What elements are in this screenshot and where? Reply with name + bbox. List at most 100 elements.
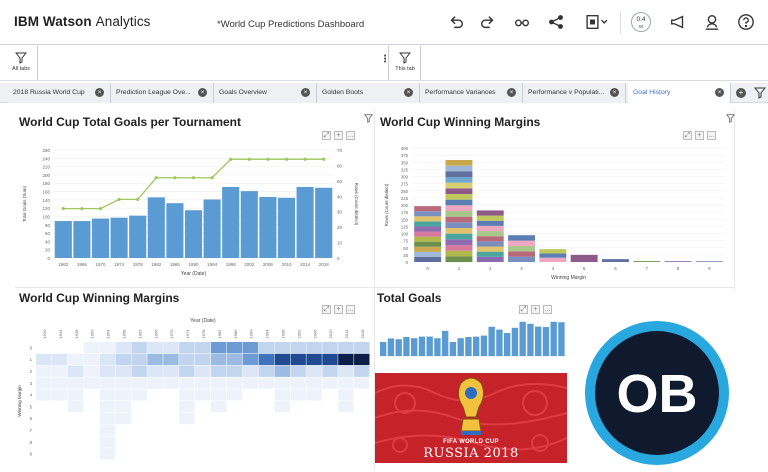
heat-cell: [147, 401, 163, 413]
heat-cell: [290, 424, 306, 436]
y-axis-label: Total Goals (Sum): [22, 185, 27, 222]
redo-icon[interactable]: [478, 12, 498, 32]
heat-cell: [67, 342, 84, 354]
bar: [411, 338, 418, 356]
close-tab-icon[interactable]: ×: [715, 88, 724, 97]
add-icon[interactable]: +: [695, 131, 704, 140]
heat-cell: [51, 377, 68, 389]
more-icon[interactable]: …: [543, 305, 552, 314]
x-axis-label: Year (Date): [181, 271, 207, 277]
y-tick-label: 220: [42, 165, 50, 170]
glasses-icon[interactable]: [512, 12, 532, 32]
tab-prediction-league[interactable]: Prediction League Ove... ×: [111, 83, 214, 103]
bar: [457, 338, 464, 356]
heat-cell: [115, 436, 131, 448]
heat-cell: [147, 365, 163, 377]
toolbar-separator: [620, 12, 621, 34]
y-tick-label: 200: [42, 173, 50, 178]
heat-cell: [99, 412, 116, 425]
heat-cell: [354, 401, 370, 413]
bar: [519, 321, 526, 356]
expand-icon[interactable]: ⤢: [519, 305, 528, 314]
expand-icon[interactable]: ⤢: [683, 131, 692, 140]
tab-label: Goals Overview: [219, 89, 267, 96]
bar-segment: [539, 249, 567, 254]
megaphone-icon[interactable]: [668, 12, 688, 32]
heat-cell: [338, 412, 354, 425]
line-point: [117, 197, 121, 201]
close-tab-icon[interactable]: ×: [610, 88, 619, 97]
tab-performance-variances[interactable]: Performance Variances ×: [420, 83, 523, 103]
heat-cell: [131, 389, 147, 401]
bar-segment: [445, 239, 473, 245]
more-options-icon[interactable]: ⋮: [380, 54, 390, 65]
close-tab-icon[interactable]: ×: [198, 88, 207, 97]
panel-filter-icon[interactable]: [364, 114, 373, 123]
heat-cell: [36, 436, 52, 448]
add-icon[interactable]: +: [334, 305, 343, 314]
dashboard-tabs: 2018 Russia World Cup × Prediction League…: [0, 83, 768, 103]
tab-2018-russia-world-cup[interactable]: 2018 Russia World Cup ×: [8, 83, 111, 103]
bar: [259, 196, 277, 258]
line-point: [266, 157, 270, 161]
this-tab-filter[interactable]: This tab: [390, 52, 420, 78]
zoom-indicator[interactable]: 0.4 M: [631, 12, 651, 32]
expand-icon[interactable]: ⤢: [322, 131, 331, 140]
user-icon[interactable]: [702, 12, 722, 32]
close-tab-icon[interactable]: ×: [95, 88, 104, 97]
panel-filter-icon[interactable]: [726, 114, 735, 123]
heat-cell: [147, 412, 163, 425]
heat-cell: [274, 377, 290, 389]
view-mode-dropdown[interactable]: [584, 12, 610, 32]
heat-cell: [83, 424, 100, 436]
heat-cell: [274, 436, 290, 448]
y-tick-label: 5: [30, 404, 33, 409]
tab-golden-boots[interactable]: Golden Boots ×: [317, 83, 420, 103]
add-tab-button[interactable]: +: [736, 88, 746, 98]
heat-cell: [274, 342, 290, 354]
heat-cell: [179, 412, 195, 425]
heat-cell: [322, 448, 338, 460]
line-point: [191, 176, 196, 180]
add-icon[interactable]: +: [334, 131, 343, 140]
expand-icon[interactable]: ⤢: [322, 305, 331, 314]
x-tick-label: 1990: [188, 262, 199, 267]
more-icon[interactable]: …: [346, 131, 355, 140]
more-icon[interactable]: …: [707, 131, 716, 140]
bar-segment: [695, 261, 723, 262]
x-tick-label: 1986: [170, 262, 181, 267]
undo-icon[interactable]: [446, 12, 466, 32]
tab-goal-history[interactable]: Goal History ×: [628, 83, 731, 103]
x-tick-label: 1970: [169, 329, 174, 339]
close-tab-icon[interactable]: ×: [301, 88, 310, 97]
more-icon[interactable]: …: [346, 305, 355, 314]
share-icon[interactable]: [546, 12, 566, 32]
y-tick-label: 3: [30, 381, 33, 386]
heat-cell: [338, 353, 354, 366]
x-tick-label: 4: [552, 266, 555, 271]
x-tick-label: 1966: [77, 262, 88, 267]
heat-cell: [322, 401, 338, 413]
close-tab-icon[interactable]: ×: [507, 88, 516, 97]
line-point: [322, 157, 326, 161]
bar: [54, 221, 72, 258]
add-icon[interactable]: +: [531, 305, 540, 314]
heat-cell: [195, 412, 211, 425]
zoom-value: 0.4: [636, 16, 646, 23]
heat-cell: [131, 365, 147, 377]
close-tab-icon[interactable]: ×: [404, 88, 413, 97]
y2-tick-label: 0: [337, 256, 340, 261]
bar: [426, 336, 433, 356]
line-point: [247, 157, 251, 161]
heat-cell: [83, 401, 100, 413]
help-icon[interactable]: [736, 12, 756, 32]
x-tick-label: 1994: [207, 262, 218, 267]
bar-segment: [508, 256, 536, 262]
heat-cell: [226, 365, 243, 377]
world-cup-poster: FIFA WORLD CUP RUSSIA 2018: [375, 373, 567, 463]
tab-goals-overview[interactable]: Goals Overview ×: [214, 83, 317, 103]
tab-performance-v-population[interactable]: Performance v Populati... ×: [523, 83, 626, 103]
all-tabs-filter[interactable]: All tabs: [6, 52, 36, 78]
filter-icon[interactable]: [754, 87, 766, 99]
document-title[interactable]: *World Cup Predictions Dashboard: [217, 19, 365, 30]
